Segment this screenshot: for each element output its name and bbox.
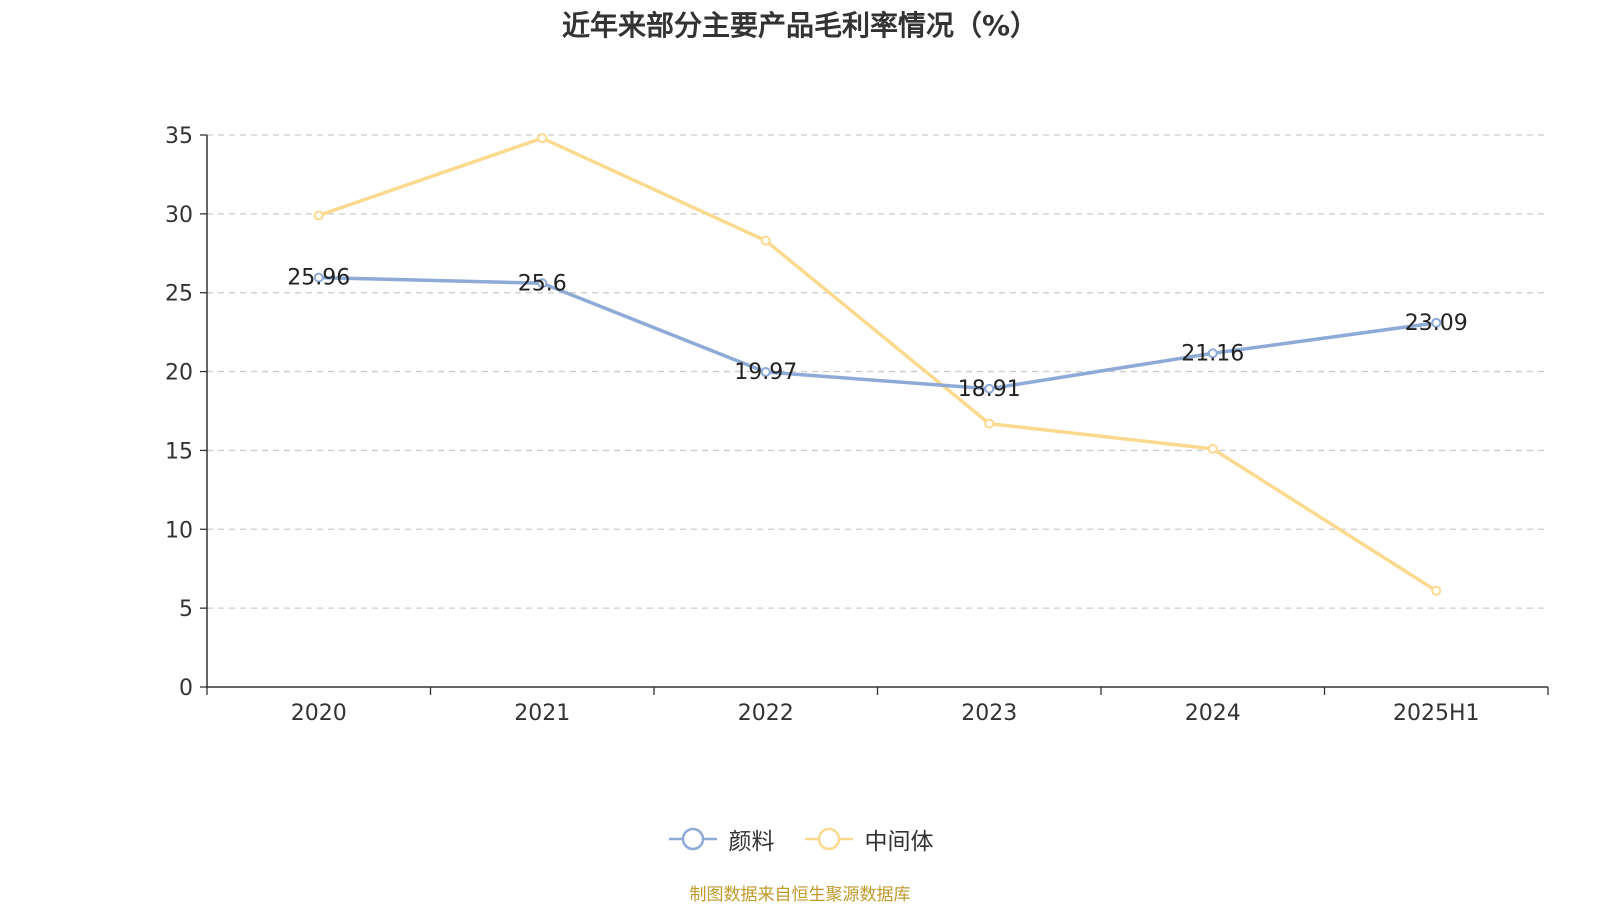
y-tick-label: 15 (165, 439, 193, 464)
data-point (313, 210, 324, 221)
source-note: 制图数据来自恒生聚源数据库 (689, 885, 911, 905)
y-tick-label: 5 (179, 597, 193, 622)
axes (200, 134, 1549, 695)
data-point (1431, 585, 1442, 596)
legend-label: 中间体 (864, 829, 934, 855)
data-point (537, 133, 548, 144)
x-tick-label: 2022 (738, 701, 794, 726)
data-point (760, 235, 771, 246)
y-tick-label: 25 (165, 282, 193, 307)
data-point (537, 278, 548, 289)
data-label: 21.16 (1181, 341, 1244, 366)
series-line (317, 275, 1438, 391)
data-point (1431, 317, 1442, 328)
legend-label: 颜料 (728, 829, 775, 855)
x-tick-label: 2020 (291, 701, 347, 726)
data-point (760, 367, 771, 378)
data-point (313, 272, 324, 283)
data-label: 25.96 (287, 266, 350, 291)
legend-item[interactable]: 颜料 (667, 822, 775, 856)
grid-lines (207, 134, 1548, 609)
data-point (1207, 348, 1218, 359)
x-tick-label: 2021 (514, 701, 570, 726)
data-point (1207, 443, 1218, 454)
y-tick-label: 10 (165, 518, 193, 543)
y-tick-label: 35 (165, 124, 193, 149)
legend-item[interactable]: 中间体 (803, 822, 934, 856)
series-group (313, 133, 1442, 596)
data-point (984, 418, 995, 429)
x-tick-label: 2025H1 (1393, 701, 1480, 726)
legend-swatch-icon (804, 827, 853, 851)
x-tick-label: 2023 (961, 701, 1017, 726)
tick-labels: 0 5 10 15 20 25 30 35 2020 2021 2022 2023 2024 2025H1 (165, 124, 1480, 726)
y-tick-label: 20 (165, 361, 193, 386)
y-tick-label: 30 (165, 203, 193, 228)
x-tick-label: 2024 (1185, 701, 1241, 726)
data-point (984, 383, 995, 394)
series-line (317, 136, 1438, 593)
y-tick-label: 0 (179, 676, 193, 701)
chart-title: 近年来部分主要产品毛利率情况（%） (561, 9, 1039, 42)
data-label: 25.6 (518, 271, 567, 296)
data-label: 18.91 (958, 377, 1021, 402)
data-label: 23.09 (1405, 311, 1468, 336)
legend: 颜料 中间体 (0, 822, 1600, 856)
legend-swatch-icon (668, 827, 717, 851)
data-labels: 25.96 25.6 19.97 18.91 21.16 23.09 (287, 266, 1467, 402)
data-label: 19.97 (734, 360, 797, 385)
